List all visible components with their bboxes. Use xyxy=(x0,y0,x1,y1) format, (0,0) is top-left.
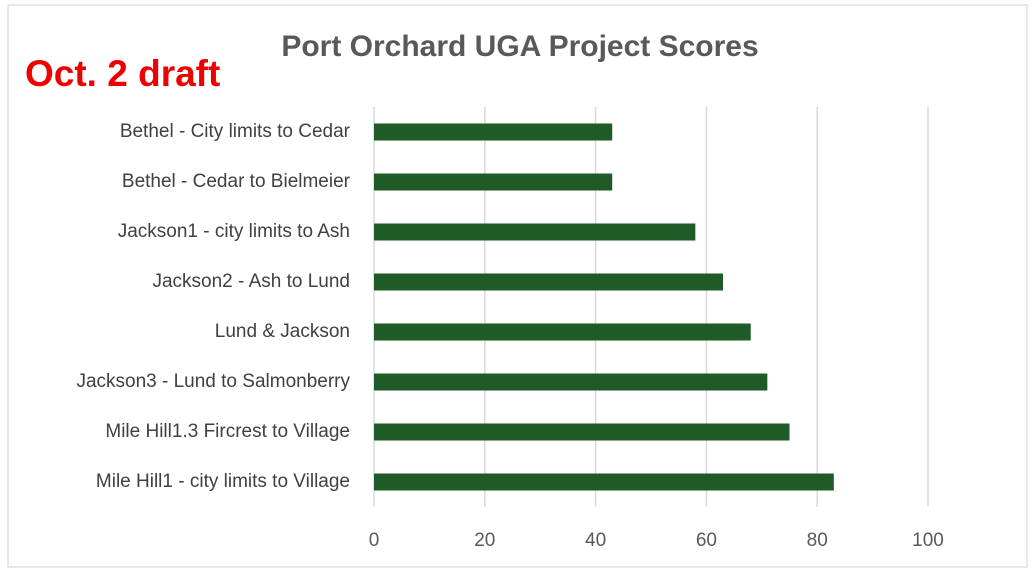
x-tick-label: 60 xyxy=(696,530,717,551)
x-tick-label: 80 xyxy=(807,530,828,551)
y-tick-label: Jackson2 - Ash to Lund xyxy=(152,271,350,292)
y-tick-label: Mile Hill1.3 Fircrest to Village xyxy=(105,421,350,442)
bar xyxy=(374,373,768,391)
y-tick-label: Bethel - Cedar to Bielmeier xyxy=(122,171,351,192)
bar xyxy=(374,173,613,191)
y-tick-label: Lund & Jackson xyxy=(215,321,350,342)
x-tick-label: 40 xyxy=(585,530,606,551)
x-tick-label: 100 xyxy=(912,530,944,551)
x-tick-label: 20 xyxy=(474,530,495,551)
bar xyxy=(374,473,834,491)
y-tick-label: Jackson1 - city limits to Ash xyxy=(118,221,350,242)
chart-title: Port Orchard UGA Project Scores xyxy=(281,30,758,63)
y-tick-label: Mile Hill1 - city limits to Village xyxy=(96,471,350,492)
bar xyxy=(374,223,696,241)
x-tick-label: 0 xyxy=(369,530,380,551)
bar xyxy=(374,123,613,141)
bar xyxy=(374,273,724,291)
y-tick-label: Bethel - City limits to Cedar xyxy=(120,121,351,142)
bar xyxy=(374,423,790,441)
annotation: Oct. 2 draft xyxy=(25,53,220,94)
bar xyxy=(374,323,751,341)
y-tick-label: Jackson3 - Lund to Salmonberry xyxy=(76,371,350,392)
